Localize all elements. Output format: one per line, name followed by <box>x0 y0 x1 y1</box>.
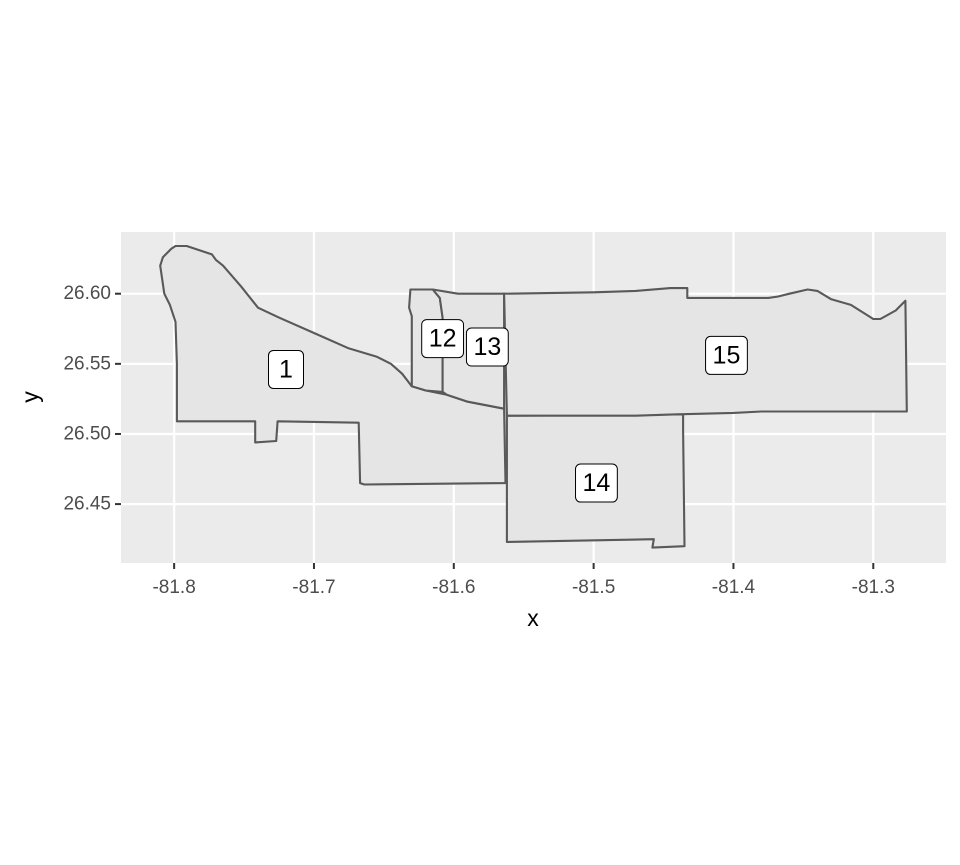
x-tick-label-3: -81.5 <box>572 577 615 598</box>
region-label-text-13: 13 <box>473 333 501 361</box>
region-label-1: 1 <box>268 349 304 389</box>
y-tick-label-2: 26.55 <box>63 353 111 374</box>
region-label-text-1: 1 <box>279 355 293 383</box>
region-label-14: 14 <box>575 463 618 503</box>
region-1 <box>159 244 507 486</box>
region-label-15: 15 <box>705 335 748 375</box>
region-label-box-12 <box>421 319 465 359</box>
region-label-box-15 <box>705 335 748 375</box>
x-axis-ticks: -81.8 -81.7 -81.6 -81.5 -81.4 -81.3 <box>152 563 895 598</box>
x-tick-label-5: -81.3 <box>852 577 895 598</box>
region-labels: 1 12 13 14 15 <box>268 319 748 503</box>
y-tick-label-0: 26.45 <box>63 494 111 515</box>
y-tick-label-1: 26.50 <box>63 423 111 444</box>
y-tick-label-3: 26.60 <box>63 283 111 304</box>
x-tick-label-1: -81.7 <box>292 577 335 598</box>
y-axis-ticks: 26.45 26.50 26.55 26.60 <box>63 283 121 515</box>
x-tick-label-2: -81.6 <box>432 577 475 598</box>
region-label-text-15: 15 <box>713 341 741 369</box>
region-label-13: 13 <box>465 327 509 367</box>
region-label-box-1 <box>268 349 304 389</box>
x-tick-label-4: -81.4 <box>712 577 756 598</box>
region-label-12: 12 <box>421 319 465 359</box>
y-axis-title: y <box>17 391 43 403</box>
x-tick-label-0: -81.8 <box>152 577 195 598</box>
region-label-text-12: 12 <box>429 325 457 353</box>
region-label-box-14 <box>575 463 618 503</box>
x-axis-title: x <box>527 605 539 631</box>
region-label-text-14: 14 <box>583 469 611 497</box>
region-label-box-13 <box>465 327 509 367</box>
